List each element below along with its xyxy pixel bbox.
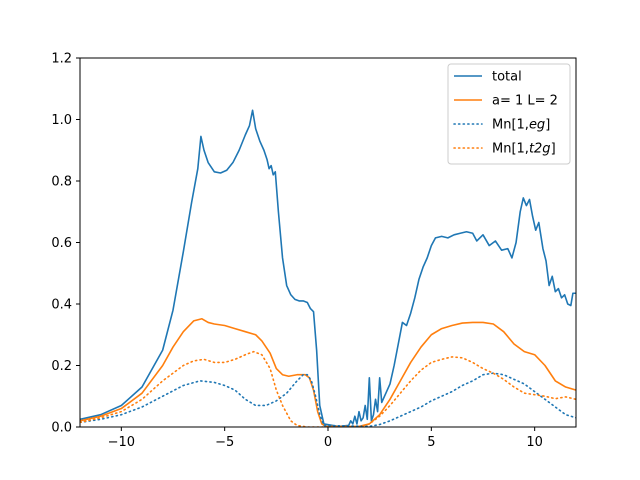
- series-line-total: [80, 109, 576, 427]
- x-tick-label: −10: [108, 435, 135, 450]
- y-axis: 0.0 0.2 0.4 0.6 0.8 1.0 1.2: [51, 52, 80, 436]
- x-tick-label: −5: [215, 435, 234, 450]
- y-tick-label: 0.4: [51, 298, 72, 313]
- legend-label: total: [492, 70, 522, 85]
- series-line-mn-1-eg: [80, 372, 576, 427]
- x-tick-label: 5: [427, 435, 435, 450]
- legend-box: [447, 63, 571, 165]
- legend: total a= 1 L= 2 Mn[1,eg] Mn[1,t2g]: [447, 63, 571, 165]
- y-tick-label: 0.0: [51, 421, 72, 436]
- y-tick-label: 0.2: [51, 359, 72, 374]
- x-axis: −10 −5 0 5 10: [108, 427, 543, 450]
- series-layer: [80, 109, 576, 427]
- y-tick-label: 1.2: [51, 52, 72, 67]
- x-tick-label: 0: [324, 435, 332, 450]
- y-tick-label: 0.6: [51, 236, 72, 251]
- series-line-mn-1-t2g: [80, 350, 576, 427]
- y-tick-label: 1.0: [51, 113, 72, 128]
- legend-label: a= 1 L= 2: [492, 94, 558, 109]
- series-line-a-1-l-2: [80, 317, 576, 427]
- x-tick-label: 10: [526, 435, 543, 450]
- legend-label: Mn[1,eg]: [492, 118, 550, 133]
- y-tick-label: 0.8: [51, 175, 72, 190]
- legend-label: Mn[1,t2g]: [492, 142, 556, 157]
